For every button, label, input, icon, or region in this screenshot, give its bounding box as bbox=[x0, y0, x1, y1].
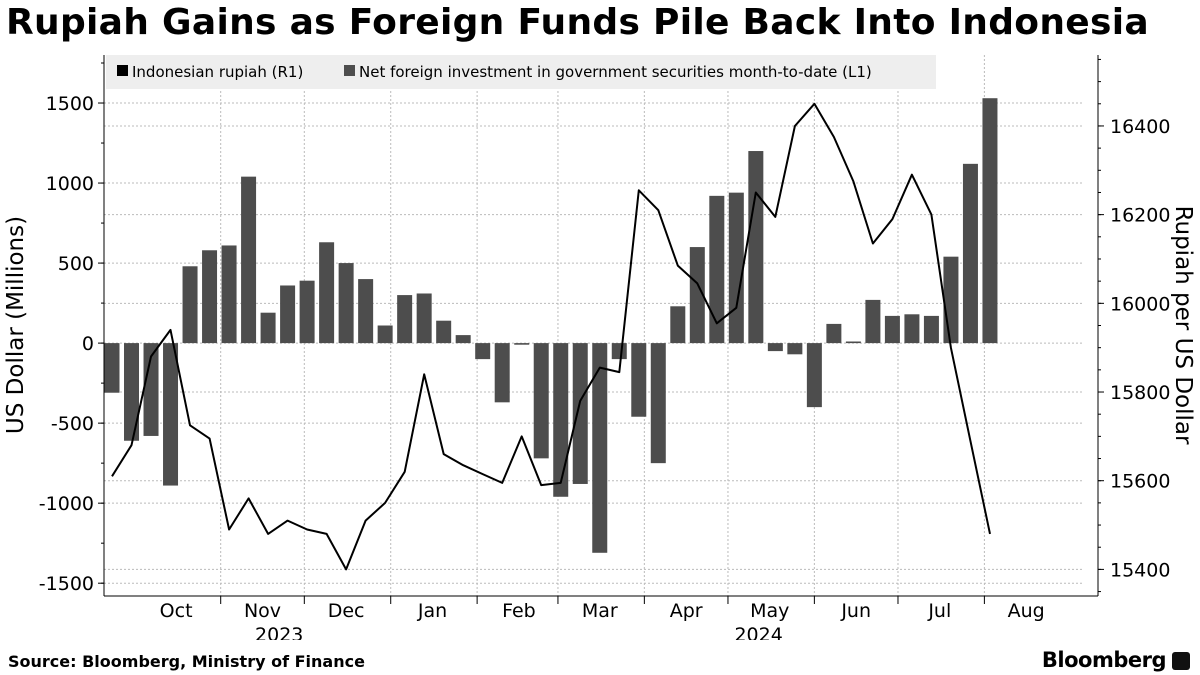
bar bbox=[923, 315, 939, 344]
legend-background bbox=[106, 55, 936, 89]
bar bbox=[319, 242, 335, 344]
chart-svg: 1500 1000 500 0 -500 -1000 -1500 16400 16200 1600… bbox=[3, 55, 1196, 640]
y-right-tick-label: 16400 bbox=[1110, 116, 1170, 138]
bar bbox=[728, 192, 744, 344]
bar bbox=[494, 343, 510, 403]
y-left-tick-label: -1500 bbox=[39, 573, 94, 595]
bar bbox=[241, 176, 257, 344]
x-year-label: 2024 bbox=[734, 624, 782, 640]
x-month-label: Oct bbox=[160, 600, 193, 622]
bar bbox=[397, 295, 413, 344]
bar bbox=[962, 163, 978, 344]
x-month-label: Nov bbox=[244, 600, 281, 622]
y-right-tick-label: 16000 bbox=[1110, 293, 1170, 315]
bar bbox=[572, 343, 588, 484]
bar bbox=[455, 335, 471, 344]
bloomberg-logo-icon bbox=[1172, 652, 1190, 670]
bar bbox=[358, 279, 374, 344]
bar-layer bbox=[104, 98, 998, 553]
x-month-label: Apr bbox=[670, 600, 703, 622]
bar bbox=[982, 98, 998, 344]
legend-swatch-rupiah bbox=[117, 65, 128, 76]
bar bbox=[904, 314, 920, 344]
bar bbox=[865, 299, 881, 344]
legend-label-rupiah: Indonesian rupiah (R1) bbox=[132, 63, 303, 81]
bar bbox=[514, 343, 530, 345]
axis-layer: 1500 1000 500 0 -500 -1000 -1500 16400 16200 1600… bbox=[39, 55, 1170, 640]
bloomberg-logo-text: Bloomberg bbox=[1041, 648, 1167, 672]
y-left-tick-label: 500 bbox=[58, 253, 94, 275]
bar bbox=[221, 245, 237, 344]
y-axis-right-label: Rupiah per US Dollar bbox=[1170, 206, 1196, 445]
y-axis-left-label: US Dollar (Millions) bbox=[3, 216, 29, 434]
bar bbox=[787, 343, 803, 355]
x-month-label: May bbox=[750, 600, 789, 622]
bar bbox=[611, 343, 627, 360]
x-month-label: Mar bbox=[582, 600, 618, 622]
bar bbox=[182, 266, 198, 344]
bar bbox=[280, 285, 296, 344]
chart-title: Rupiah Gains as Foreign Funds Pile Back … bbox=[6, 2, 1149, 43]
bar bbox=[533, 343, 549, 459]
line-layer bbox=[111, 102, 991, 571]
x-month-label: Feb bbox=[502, 600, 536, 622]
y-left-tick-label: -500 bbox=[51, 413, 94, 435]
bar bbox=[767, 343, 783, 352]
bar bbox=[104, 343, 120, 393]
bar bbox=[670, 306, 686, 344]
bar bbox=[650, 343, 666, 464]
bar bbox=[845, 341, 861, 344]
x-month-label: Aug bbox=[1008, 600, 1045, 622]
bar bbox=[299, 280, 315, 344]
legend-swatch-foreign-investment bbox=[344, 65, 355, 76]
bar bbox=[631, 343, 647, 417]
bar bbox=[475, 343, 491, 360]
bar bbox=[377, 325, 393, 344]
bar bbox=[748, 151, 764, 344]
bar bbox=[436, 320, 452, 344]
source-note: Source: Bloomberg, Ministry of Finance bbox=[8, 652, 365, 671]
y-right-tick-label: 16200 bbox=[1110, 205, 1170, 227]
bar bbox=[338, 263, 354, 344]
bar bbox=[143, 343, 159, 436]
bar bbox=[943, 256, 959, 344]
bar bbox=[592, 343, 608, 553]
bar bbox=[826, 323, 842, 344]
bar bbox=[416, 293, 432, 344]
y-left-tick-label: 0 bbox=[82, 333, 94, 355]
x-month-label: Dec bbox=[328, 600, 365, 622]
y-left-tick-label: 1500 bbox=[46, 93, 94, 115]
x-month-label: Jan bbox=[417, 600, 447, 622]
legend: Indonesian rupiah (R1) Net foreign inves… bbox=[106, 55, 936, 89]
bar bbox=[260, 312, 276, 344]
bar bbox=[163, 343, 179, 486]
bar bbox=[553, 343, 569, 497]
y-right-tick-label: 15600 bbox=[1110, 471, 1170, 493]
bar bbox=[689, 247, 705, 344]
bar bbox=[124, 343, 140, 441]
x-year-label: 2023 bbox=[255, 624, 303, 640]
y-left-tick-label: 1000 bbox=[46, 173, 94, 195]
bar bbox=[884, 315, 900, 344]
y-left-tick-label: -1000 bbox=[39, 493, 94, 515]
rupiah-line bbox=[111, 102, 991, 571]
y-right-tick-label: 15800 bbox=[1110, 382, 1170, 404]
bar bbox=[709, 195, 725, 344]
legend-label-foreign-investment: Net foreign investment in government sec… bbox=[359, 63, 872, 81]
y-right-tick-label: 15400 bbox=[1110, 559, 1170, 581]
x-month-label: Jul bbox=[927, 600, 951, 622]
bar bbox=[202, 250, 218, 344]
bar bbox=[806, 343, 822, 408]
x-month-label: Jun bbox=[840, 600, 871, 622]
